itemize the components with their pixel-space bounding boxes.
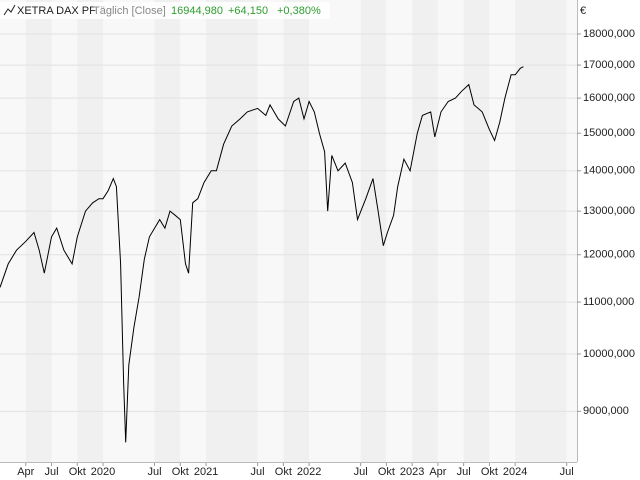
x-tick-label: 2023 [400, 466, 424, 478]
x-tick-label: 2020 [91, 466, 115, 478]
header-bg [0, 2, 330, 19]
band [360, 0, 387, 462]
y-tick-label: 9000,000 [583, 405, 629, 417]
band [206, 0, 258, 462]
instrument-name: XETRA DAX PF [17, 5, 96, 17]
y-tick-label: 14000,000 [583, 165, 635, 177]
band [51, 0, 78, 462]
band [257, 0, 284, 462]
x-tick-label: 2024 [503, 466, 527, 478]
band [154, 0, 181, 462]
x-tick-label: 2021 [194, 466, 218, 478]
band [283, 0, 310, 462]
x-tick-label: Okt [69, 466, 86, 478]
band [0, 0, 26, 462]
x-tick-label: Jul [148, 466, 162, 478]
band [412, 0, 438, 462]
grid [0, 33, 577, 466]
band [309, 0, 361, 462]
bands [0, 0, 577, 462]
band [463, 0, 490, 462]
band [77, 0, 104, 462]
x-tick-label: Jul [560, 466, 574, 478]
x-tick-label: Jul [457, 466, 471, 478]
x-tick-label: Apr [429, 466, 446, 478]
band [103, 0, 155, 462]
y-tick-label: 11000,000 [583, 296, 634, 308]
band [515, 0, 567, 462]
header: XETRA DAX PF Täglich [Close] 16944,980 +… [0, 2, 330, 19]
x-tick-label: Okt [378, 466, 395, 478]
band [437, 0, 464, 462]
x-tick-label: 2022 [297, 466, 321, 478]
y-tick-label: 17000,000 [583, 59, 635, 71]
band [180, 0, 207, 462]
x-tick-label: Jul [44, 466, 58, 478]
change-pct: +0,380% [277, 5, 321, 17]
x-tick-label: Okt [172, 466, 189, 478]
x-tick-label: Jul [354, 466, 368, 478]
band [386, 0, 413, 462]
x-tick-label: Okt [481, 466, 498, 478]
plot [0, 66, 524, 443]
y-tick-label: 12000,000 [583, 249, 635, 261]
band [566, 0, 577, 462]
x-tick-label: Jul [251, 466, 265, 478]
band [489, 0, 516, 462]
y-tick-label: 13000,000 [583, 205, 635, 217]
band [25, 0, 52, 462]
change: +64,150 [228, 5, 268, 17]
line-icon [3, 4, 16, 16]
x-tick-label: Apr [17, 466, 34, 478]
y-tick-label: 15000,000 [583, 127, 635, 139]
last-price: 16944,980 [171, 5, 223, 17]
x-tick-label: Okt [275, 466, 292, 478]
y-tick-label: 10000,000 [583, 348, 635, 360]
price-line [0, 66, 524, 443]
y-tick-label: 16000,000 [583, 92, 635, 104]
currency: € [580, 5, 586, 17]
y-tick-label: 18000,000 [583, 28, 635, 40]
interval: Täglich [Close] [93, 5, 166, 17]
